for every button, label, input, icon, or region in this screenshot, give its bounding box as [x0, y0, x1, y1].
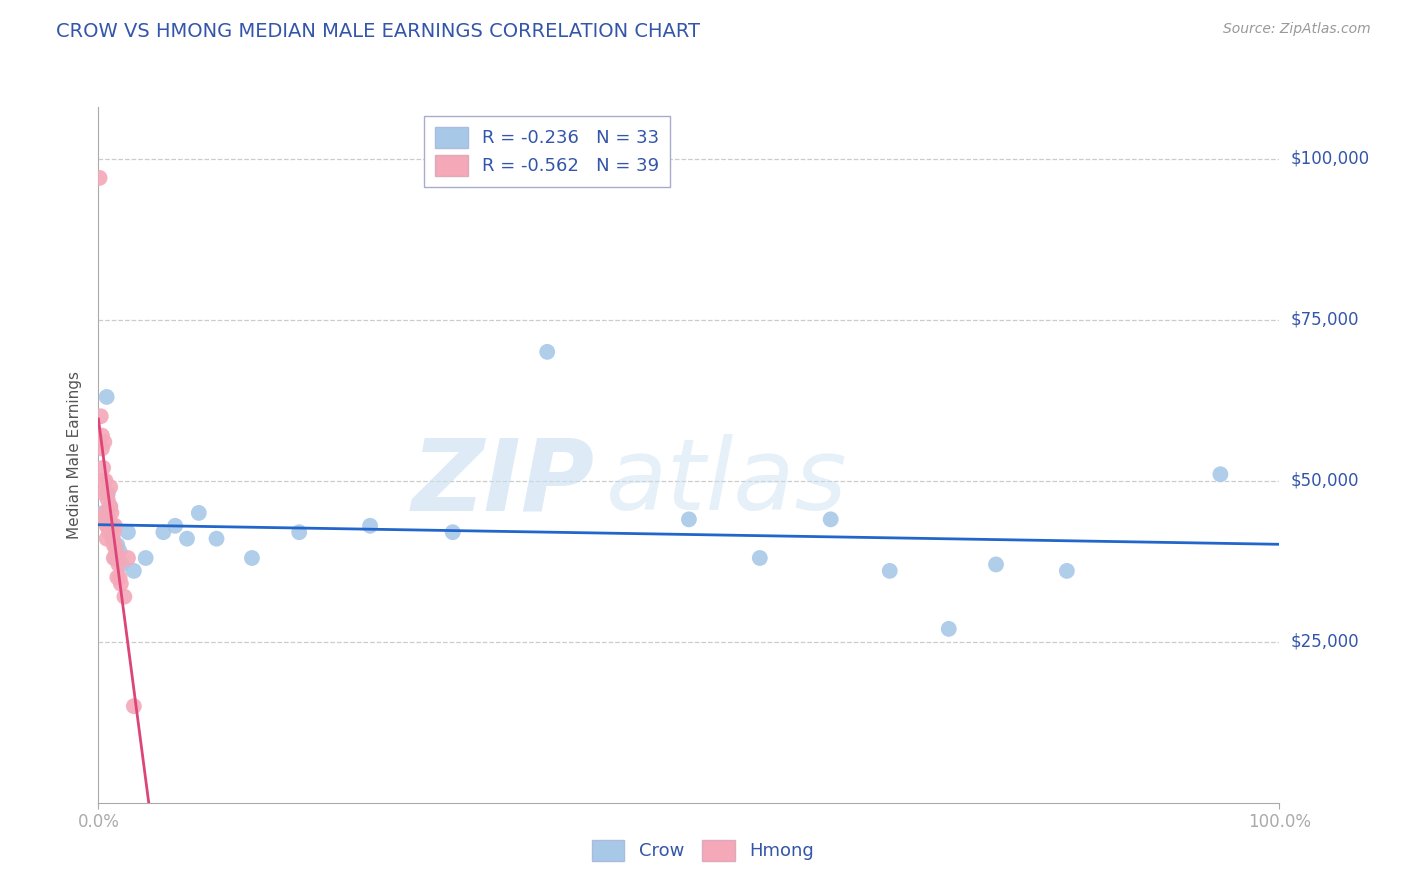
Point — [1056, 564, 1078, 578]
Point — [100, 525, 122, 540]
Point — [96, 518, 118, 533]
Text: ZIP: ZIP — [412, 434, 595, 532]
Point — [105, 551, 128, 566]
Point — [187, 506, 209, 520]
Point — [165, 518, 187, 533]
Point — [117, 525, 139, 540]
Point — [96, 532, 118, 546]
Point — [288, 525, 311, 540]
Point — [93, 486, 115, 500]
Point — [97, 518, 120, 533]
Point — [96, 390, 118, 404]
Point — [96, 486, 118, 500]
Point — [93, 512, 115, 526]
Point — [103, 538, 125, 552]
Point — [100, 525, 122, 540]
Point — [101, 532, 124, 546]
Point — [104, 551, 127, 566]
Point — [98, 480, 121, 494]
Point — [103, 551, 125, 566]
Text: $25,000: $25,000 — [1291, 632, 1360, 651]
Point — [91, 428, 114, 442]
Point — [441, 525, 464, 540]
Point — [122, 564, 145, 578]
Point — [93, 435, 115, 450]
Point — [1209, 467, 1232, 482]
Point — [91, 442, 114, 456]
Point — [152, 525, 174, 540]
Text: $100,000: $100,000 — [1291, 150, 1369, 168]
Point — [111, 558, 134, 572]
Point — [110, 576, 132, 591]
Point — [94, 474, 117, 488]
Point — [748, 551, 770, 566]
Point — [98, 525, 121, 540]
Text: $75,000: $75,000 — [1291, 310, 1360, 328]
Point — [108, 544, 131, 558]
Point — [98, 525, 121, 540]
Point — [98, 518, 121, 533]
Point — [984, 558, 1007, 572]
Point — [536, 344, 558, 359]
Point — [105, 544, 128, 558]
Text: $50,000: $50,000 — [1291, 472, 1360, 490]
Point — [105, 538, 128, 552]
Point — [89, 170, 111, 185]
Point — [117, 551, 139, 566]
Point — [101, 532, 124, 546]
Point — [678, 512, 700, 526]
Point — [90, 409, 112, 424]
Point — [107, 558, 129, 572]
Point — [104, 538, 127, 552]
Legend: R = -0.236   N = 33, R = -0.562   N = 39: R = -0.236 N = 33, R = -0.562 N = 39 — [425, 116, 671, 186]
Point — [101, 518, 124, 533]
Point — [104, 518, 127, 533]
Point — [938, 622, 960, 636]
Point — [94, 512, 117, 526]
Point — [91, 474, 114, 488]
Point — [122, 699, 145, 714]
Point — [94, 506, 117, 520]
Point — [820, 512, 842, 526]
Text: atlas: atlas — [606, 434, 848, 532]
Point — [97, 493, 120, 508]
Point — [135, 551, 157, 566]
Point — [240, 551, 263, 566]
Point — [112, 590, 135, 604]
Legend: Crow, Hmong: Crow, Hmong — [583, 830, 823, 870]
Point — [105, 570, 128, 584]
Point — [91, 460, 114, 475]
Point — [97, 486, 120, 500]
Text: CROW VS HMONG MEDIAN MALE EARNINGS CORRELATION CHART: CROW VS HMONG MEDIAN MALE EARNINGS CORRE… — [56, 22, 700, 41]
Text: Source: ZipAtlas.com: Source: ZipAtlas.com — [1223, 22, 1371, 37]
Point — [879, 564, 901, 578]
Point — [98, 500, 121, 514]
Point — [91, 506, 114, 520]
Point — [205, 532, 228, 546]
Point — [103, 525, 125, 540]
Point — [359, 518, 381, 533]
Point — [100, 506, 122, 520]
Y-axis label: Median Male Earnings: Median Male Earnings — [67, 371, 83, 539]
Point — [98, 512, 121, 526]
Point — [108, 570, 131, 584]
Point — [98, 500, 121, 514]
Point — [176, 532, 198, 546]
